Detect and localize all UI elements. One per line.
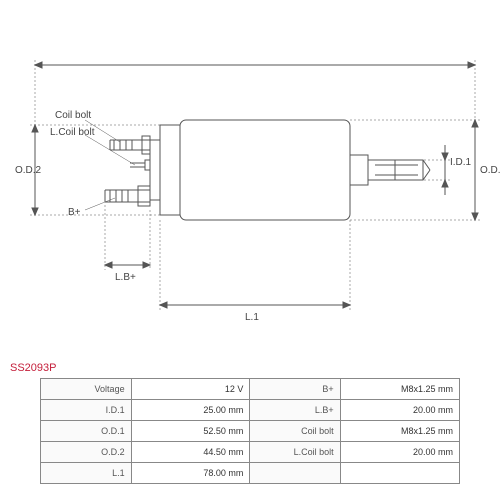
technical-drawing: O.D.2 O.D.1 I.D.1 L.1 L.B+ Coil bolt L.C…: [0, 0, 500, 360]
spec-value: [340, 463, 459, 484]
spec-label: O.D.1: [41, 421, 132, 442]
spec-row: L.178.00 mm: [41, 463, 460, 484]
spec-value: M8x1.25 mm: [340, 421, 459, 442]
spec-label: Coil bolt: [250, 421, 340, 442]
spec-value: 44.50 mm: [131, 442, 250, 463]
part-number: SS2093P: [10, 362, 56, 374]
spec-row: I.D.125.00 mmL.B+20.00 mm: [41, 400, 460, 421]
spec-value: 25.00 mm: [131, 400, 250, 421]
label-od2: O.D.2: [15, 165, 42, 176]
spec-value: M8x1.25 mm: [340, 379, 459, 400]
spec-value: 12 V: [131, 379, 250, 400]
spec-row: O.D.152.50 mmCoil boltM8x1.25 mm: [41, 421, 460, 442]
spec-label: B+: [250, 379, 340, 400]
spec-value: 78.00 mm: [131, 463, 250, 484]
spec-label: I.D.1: [41, 400, 132, 421]
label-l1: L.1: [245, 312, 259, 323]
spec-label: L.1: [41, 463, 132, 484]
spec-value: 20.00 mm: [340, 442, 459, 463]
spec-label: L.Coil bolt: [250, 442, 340, 463]
spec-label: L.B+: [250, 400, 340, 421]
spec-label: [250, 463, 340, 484]
spec-value: 20.00 mm: [340, 400, 459, 421]
spec-row: O.D.244.50 mmL.Coil bolt20.00 mm: [41, 442, 460, 463]
label-lcoilbolt: L.Coil bolt: [50, 127, 95, 138]
spec-value: 52.50 mm: [131, 421, 250, 442]
spec-row: Voltage12 VB+M8x1.25 mm: [41, 379, 460, 400]
spec-label: O.D.2: [41, 442, 132, 463]
spec-label: Voltage: [41, 379, 132, 400]
label-lbplus: L.B+: [115, 272, 136, 283]
label-id1: I.D.1: [450, 157, 472, 168]
label-coilbolt: Coil bolt: [55, 110, 91, 121]
label-od1: O.D.1: [480, 165, 500, 176]
spec-table: Voltage12 VB+M8x1.25 mmI.D.125.00 mmL.B+…: [40, 378, 460, 484]
label-bplus: B+: [68, 207, 81, 218]
